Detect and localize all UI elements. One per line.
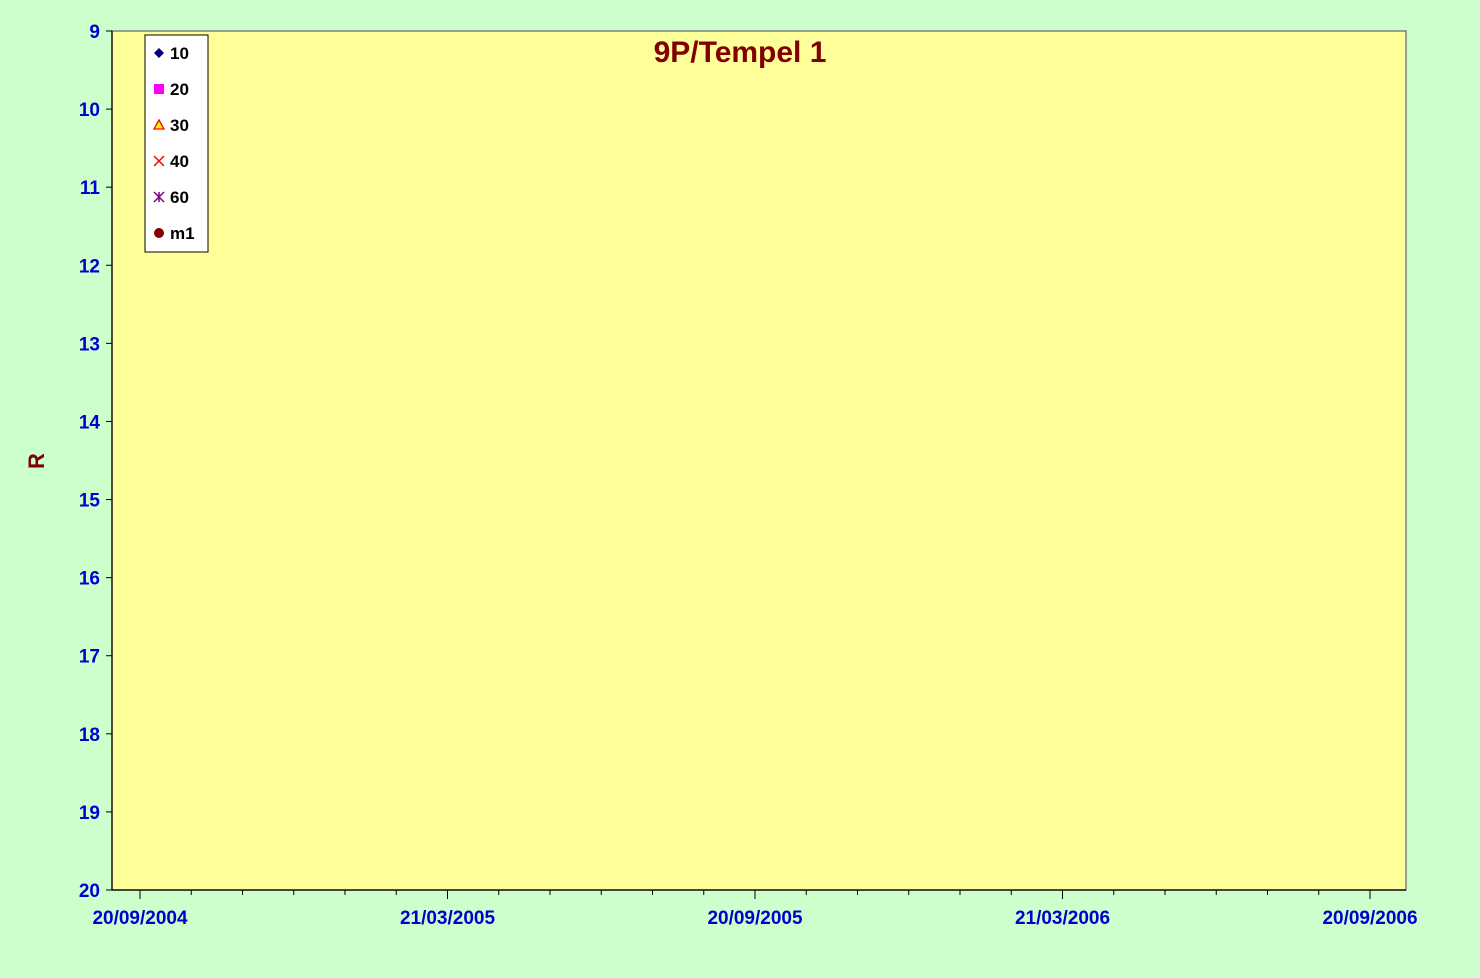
plot-area [111, 30, 1407, 891]
y-tick-label: 20 [79, 881, 100, 902]
legend-label-m1: m1 [170, 224, 195, 243]
legend-label-40: 40 [170, 152, 189, 171]
legend-marker-40-stroke [153, 155, 165, 167]
legend-label-10: 10 [170, 44, 189, 63]
y-tick-label: 10 [79, 100, 100, 121]
y-tick-label: 17 [79, 647, 100, 668]
legend-marker-10 [154, 48, 164, 58]
y-tick-label: 13 [79, 334, 100, 355]
y-tick-label: 16 [79, 569, 100, 590]
x-tick-label: 20/09/2005 [707, 908, 803, 929]
y-tick-label: 12 [79, 256, 100, 277]
legend-marker-40 [153, 155, 165, 167]
legend-label-20: 20 [170, 80, 189, 99]
legend-label-60: 60 [170, 188, 189, 207]
legend-marker-m1 [154, 228, 164, 238]
legend: 10 20 30 40 60 m1 [144, 34, 209, 253]
y-tick-label: 14 [79, 412, 101, 433]
legend-marker-60 [153, 191, 165, 203]
legend-marker-30 [152, 118, 166, 130]
y-tick-label: 15 [79, 491, 101, 512]
x-tick-label: 20/09/2004 [92, 908, 188, 929]
y-tick-label: 18 [79, 725, 100, 746]
chart-title: 9P/Tempel 1 [654, 36, 827, 69]
y-tick-label: 11 [80, 178, 101, 199]
y-tick-label: 9 [89, 22, 100, 43]
legend-label-30: 30 [170, 116, 189, 135]
legend-marker-20 [154, 84, 164, 94]
y-axis-label: R [24, 453, 49, 469]
legend-marker-60-stroke [153, 191, 165, 203]
axes: 9 10 11 12 13 14 15 16 17 18 19 20 20/09/2004 21/03/2… [79, 22, 1418, 929]
x-tick-label: 21/03/2006 [1015, 908, 1110, 929]
y-tick-label: 19 [79, 803, 100, 824]
legend-box [144, 34, 209, 253]
x-tick-label: 20/09/2006 [1322, 908, 1417, 929]
x-tick-label: 21/03/2005 [400, 908, 496, 929]
